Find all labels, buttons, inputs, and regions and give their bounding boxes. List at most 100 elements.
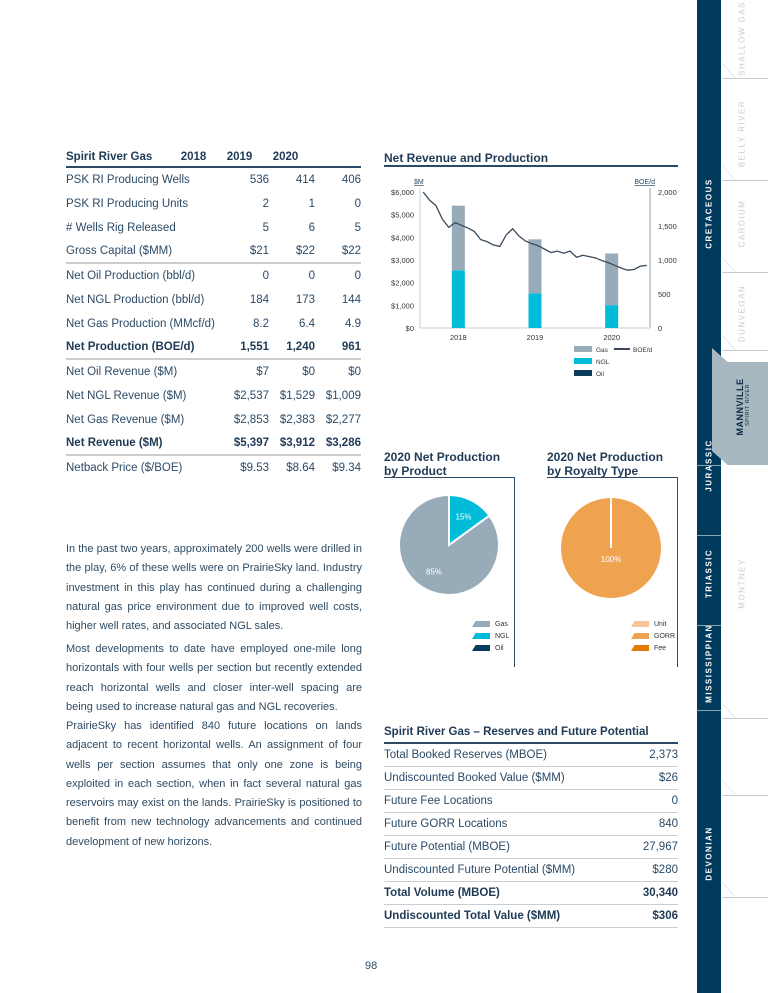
reserves-row: Total Booked Reserves (MBOE) 2,373 [384, 744, 678, 767]
y-tick-label: $5,000 [391, 211, 414, 220]
reserves-row: Undiscounted Booked Value ($MM) $26 [384, 767, 678, 790]
y-axis-label: $M [414, 179, 424, 186]
table-row: # Wells Rig Released 5 6 5 [66, 216, 361, 240]
pie-chart-royalty: 100% [561, 498, 661, 598]
row-label: Total Booked Reserves (MBOE) [384, 749, 547, 761]
play-tab-belly-river[interactable]: BELLY RIVER [737, 99, 747, 168]
row-value: 0 [262, 270, 269, 282]
row-label: Net Revenue ($M) [66, 437, 163, 449]
page-number: 98 [365, 960, 378, 972]
tab-divider [722, 335, 768, 351]
row-value: $2,853 [233, 414, 269, 426]
row-value: 840 [658, 818, 678, 830]
slice-label: 15% [456, 512, 472, 521]
row-value: 1,551 [240, 341, 269, 353]
tab-divider [722, 165, 768, 181]
row-value: $21 [249, 245, 269, 257]
legend-item: Oil [472, 642, 509, 654]
year-header: 2018 [180, 151, 207, 163]
legend-swatch [574, 358, 592, 364]
row-value: 6.4 [299, 318, 315, 330]
y-tick-label: $6,000 [391, 188, 414, 197]
paragraph: Most developments to date have employed … [66, 643, 362, 713]
pie-title-royalty: 2020 Net Production by Royalty Type [547, 450, 663, 478]
play-tab-cardium[interactable]: CARDIUM [737, 199, 747, 248]
row-value: $2,537 [233, 390, 269, 402]
y-tick-label: $4,000 [391, 233, 414, 242]
title-line: by Royalty Type [547, 464, 639, 478]
tab-divider [722, 63, 768, 79]
revenue-production-chart: $0 $1,000 $2,000 $3,000 $4,000 $5,000 $6,000 0 5… [391, 179, 677, 378]
legend-item: Gas [472, 618, 509, 630]
tab-divider [722, 257, 768, 273]
slice-label: 100% [601, 555, 621, 564]
bar-ngl [451, 270, 465, 328]
y-tick-label: $3,000 [391, 256, 414, 265]
row-label: Gross Capital ($MM) [66, 245, 173, 257]
row-value: 536 [249, 174, 269, 186]
play-tab-shallow-gas[interactable]: SHALLOW GAS [737, 1, 747, 76]
row-value: 414 [295, 174, 315, 186]
row-value: 144 [341, 294, 361, 306]
y-tick-label: $1,000 [391, 301, 414, 310]
row-value: $1,529 [279, 390, 315, 402]
row-label: # Wells Rig Released [66, 222, 176, 234]
row-value: 5 [354, 222, 361, 234]
row-value: 0 [671, 795, 678, 807]
row-label: Net Gas Production (MMcf/d) [66, 318, 215, 330]
y2-tick-label: 0 [658, 324, 662, 333]
legend-swatch [472, 645, 490, 651]
slice-label: 85% [426, 568, 442, 577]
row-label: Future GORR Locations [384, 818, 508, 830]
row-value: 30,340 [642, 887, 678, 899]
pie-frame [384, 477, 515, 667]
table-row: Net Revenue ($M) $5,397 $3,912 $3,286 [66, 432, 361, 456]
x-tick-label: 2020 [603, 333, 620, 342]
play-tab-montney[interactable]: MONTNEY [737, 558, 747, 609]
legend-swatch [472, 633, 490, 639]
row-value: $0 [348, 366, 361, 378]
row-label: Net Gas Revenue ($M) [66, 414, 185, 426]
reserves-row: Future Fee Locations 0 [384, 790, 678, 813]
y2-tick-label: 500 [658, 290, 671, 299]
legend-label: NGL [596, 359, 610, 366]
table-header: Spirit River Gas 2018 2019 2020 [66, 148, 361, 168]
play-tab-mannville[interactable]: MANNVILLE [735, 378, 745, 436]
row-label: Undiscounted Total Value ($MM) [384, 910, 561, 922]
x-tick-label: 2018 [450, 333, 467, 342]
title-line: by Product [384, 464, 447, 478]
y2-tick-label: 1,500 [658, 222, 677, 231]
row-label: Net Oil Revenue ($M) [66, 366, 178, 378]
reserves-table: Spirit River Gas – Reserves and Future P… [384, 726, 678, 928]
table-row: Net NGL Production (bbl/d) 184 173 144 [66, 288, 361, 312]
play-tab-dunvegan[interactable]: DUNVEGAN [737, 284, 747, 343]
legend-label: Fee [654, 644, 667, 652]
bar-gas [528, 239, 542, 294]
row-value: $5,397 [233, 437, 269, 449]
row-label: Total Volume (MBOE) [384, 887, 500, 899]
row-value: 4.9 [345, 318, 361, 330]
legend-item: NGL [472, 630, 509, 642]
row-label: PSK RI Producing Units [66, 198, 189, 210]
row-value: $9.53 [240, 462, 269, 474]
row-value: 27,967 [642, 841, 678, 853]
chart-title: Net Revenue and Production [384, 151, 678, 167]
row-value: 1,240 [286, 341, 315, 353]
table-row: PSK RI Producing Wells 536 414 406 [66, 168, 361, 192]
row-value: 0 [354, 270, 361, 282]
table-row: Net Oil Revenue ($M) $7 $0 $0 [66, 360, 361, 384]
row-value: $306 [652, 910, 678, 922]
era-nav [697, 0, 721, 993]
legend-label: Oil [596, 371, 605, 378]
tab-divider [722, 780, 768, 796]
title-line: 2020 Net Production [384, 450, 501, 464]
pie-title-product: 2020 Net Production by Product [384, 450, 500, 478]
row-value: 184 [249, 294, 269, 306]
play-subtab-spirit-river[interactable]: SPIRIT RIVER [745, 384, 751, 426]
row-label: Undiscounted Booked Value ($MM) [384, 772, 565, 784]
row-value: 961 [341, 341, 361, 353]
legend-item: Fee [631, 642, 675, 654]
table-row: PSK RI Producing Units 2 1 0 [66, 192, 361, 216]
reserves-row: Future GORR Locations 840 [384, 813, 678, 836]
legend-label: NGL [495, 632, 510, 640]
